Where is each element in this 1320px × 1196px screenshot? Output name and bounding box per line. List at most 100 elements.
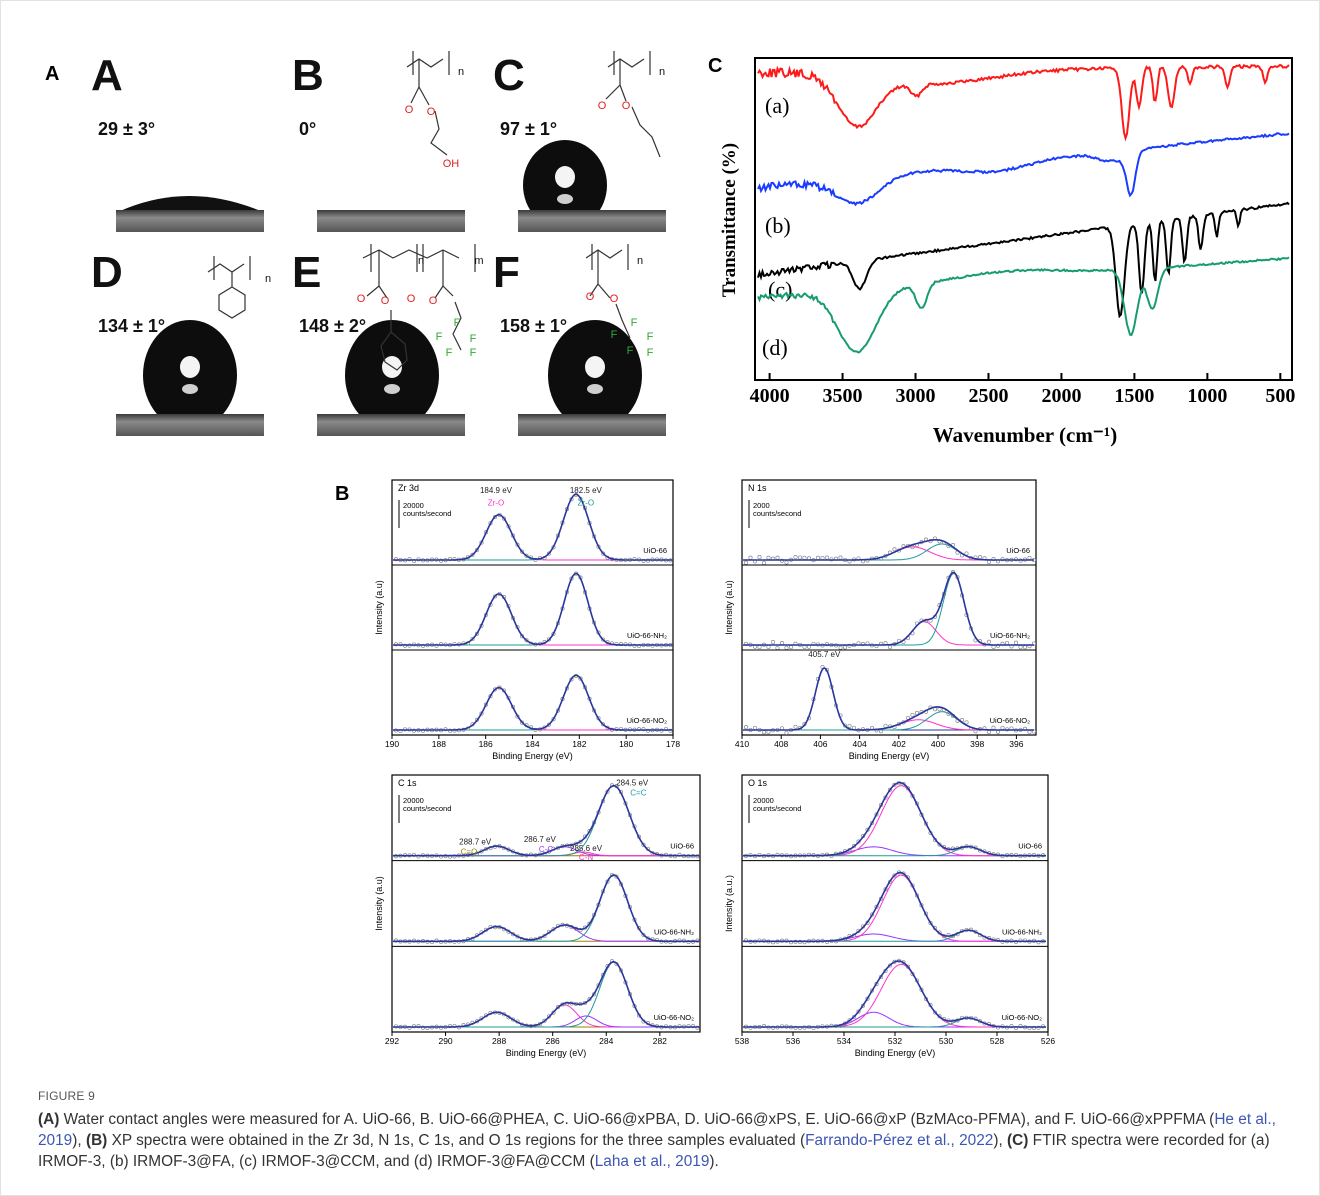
data-point [767,556,770,559]
ftir-curve [758,65,1289,138]
panel-label: C [708,55,722,77]
atom-label: F [436,331,443,343]
caption-run: XP spectra were obtained in the Zr 3d, N… [107,1132,805,1149]
data-point [884,724,887,727]
data-point [1001,726,1004,729]
peak-annotation: C-C [539,845,553,854]
atom-label: O [429,295,438,307]
fit-envelope [743,783,1046,856]
x-tick-label: 190 [385,739,399,749]
x-tick-label: 284 [599,1036,613,1046]
data-point [987,640,990,643]
sample-label: UiO-66-NO₂ [990,716,1031,725]
atom-label: O [427,106,436,118]
x-tick-label: 180 [619,739,633,749]
atom-label: m [474,255,483,267]
component-peak [743,930,1046,941]
cell-letter: A [91,51,123,100]
citation-link[interactable]: Farrando-Pérez et al., 2022 [805,1132,993,1149]
atom-label: OH [443,158,460,170]
x-tick-label: 538 [735,1036,749,1046]
atom-label: O [407,293,416,305]
sample-label: UiO-66-NH₂ [627,631,667,640]
data-point [888,645,891,648]
panel-label: A [45,63,59,85]
droplet-highlight [585,356,605,378]
x-tick-label: 188 [432,739,446,749]
caption-run: (C) [1007,1132,1028,1149]
data-point [794,725,797,728]
x-tick-label: 402 [892,739,906,749]
panel-label: B [335,483,349,505]
data-point [839,556,842,559]
plot-frame [742,480,1036,735]
x-tick-label: 404 [853,739,867,749]
data-point [978,555,981,558]
bond [620,85,626,101]
bond [363,250,459,258]
x-tick-label: 408 [774,739,788,749]
fit-envelope [743,961,1046,1027]
data-point [758,555,761,558]
data-point [803,556,806,559]
caption-run: ). [709,1153,718,1170]
droplet-highlight [180,356,200,378]
peak-annotation: 285.6 eV [570,844,603,853]
atom-label: O [610,293,619,305]
data-point [1028,730,1031,733]
data-point [816,556,819,559]
atom-label: O [622,100,631,112]
caption-run: Water contact angles were measured for A… [59,1111,1214,1128]
data-point [848,724,851,727]
plot-frame [392,775,700,1032]
atom-label: F [647,347,654,359]
x-tick-label: 406 [813,739,827,749]
data-point [749,556,752,559]
caption-run: (B) [86,1132,107,1149]
x-tick-label: 530 [939,1036,953,1046]
ftir-curve [758,133,1289,204]
peak-annotation: 182.5 eV [570,486,603,495]
scale-label: counts/second [403,509,451,518]
atom-label: O [357,293,366,305]
data-point [825,556,828,559]
citation-link[interactable]: Laha et al., 2019 [595,1153,710,1170]
x-tick-label: 1500 [1114,385,1154,407]
data-point [758,645,761,648]
sample-label: UiO-66-NO₂ [1002,1013,1043,1022]
contact-angle: 97 ± 1° [500,119,557,139]
data-point [1014,641,1017,644]
atom-label: F [631,317,638,329]
fit-envelope [393,494,672,560]
curve-label: (b) [765,213,791,238]
data-point [965,721,968,724]
component-peak [743,875,1046,941]
sample-label: UiO-66 [670,842,694,851]
bond [411,87,419,103]
ftir-curve [758,257,1289,352]
data-point [744,561,747,564]
x-axis-title: Binding Energy (eV) [492,751,573,761]
droplet-highlight [555,166,575,188]
atom-label: n [659,66,665,78]
atom-label: F [627,345,634,357]
caption-text: (A) Water contact angles were measured f… [38,1109,1288,1172]
component-peak [743,786,1046,856]
data-point [987,560,990,563]
peak-annotation: C=O [461,848,478,857]
x-tick-label: 526 [1041,1036,1055,1046]
substrate [317,210,465,232]
data-point [987,730,990,733]
x-tick-label: 4000 [750,385,790,407]
peak-annotation: C=C [630,789,646,798]
x-tick-label: 528 [990,1036,1004,1046]
data-point [785,646,788,649]
x-tick-label: 288 [492,1036,506,1046]
scale-label: counts/second [753,804,801,813]
data-point [753,726,756,729]
x-tick-label: 186 [479,739,493,749]
component-peak [393,515,672,560]
peak-annotation: 184.9 eV [480,486,513,495]
data-point [776,556,779,559]
peak-annotation: C-N [579,853,593,862]
